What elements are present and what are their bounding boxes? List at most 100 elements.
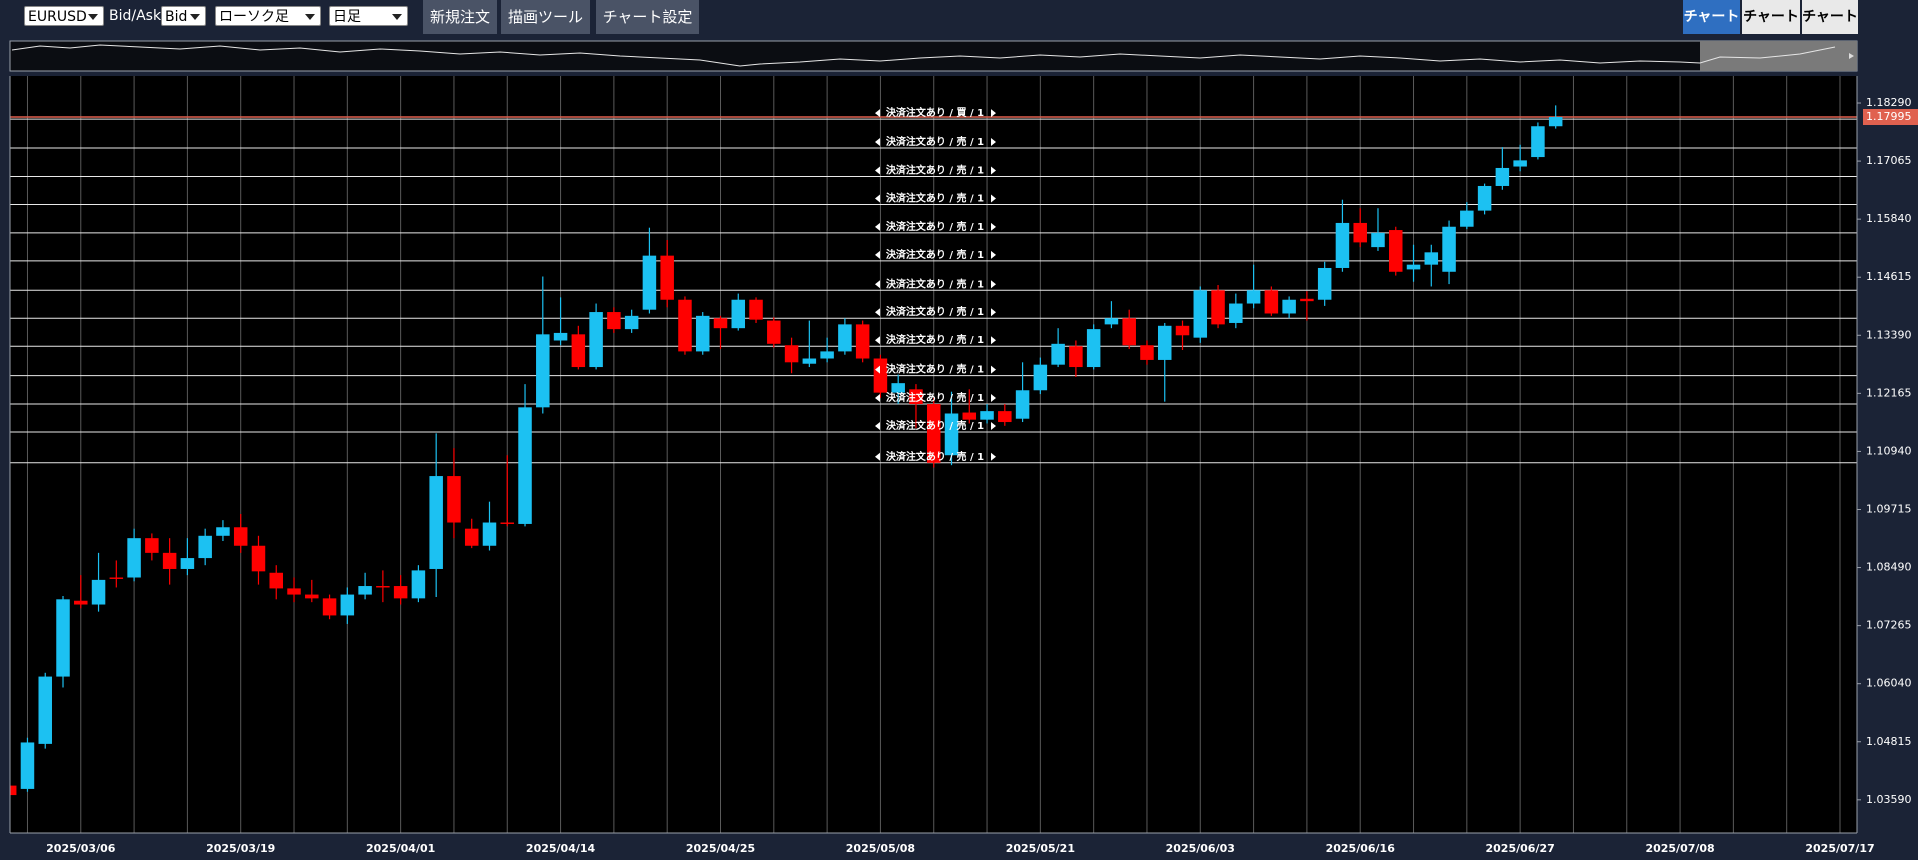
order-arrow-left bbox=[875, 166, 880, 175]
candle-body bbox=[1104, 318, 1119, 325]
candle-body bbox=[358, 586, 372, 595]
candle-body bbox=[607, 312, 621, 330]
x-tick-label: 2025/03/19 bbox=[206, 842, 275, 855]
order-label: 決済注文あり / 売 / 1 bbox=[886, 363, 984, 376]
candle-body bbox=[642, 255, 657, 310]
order-arrow-right bbox=[991, 421, 996, 430]
candle-body bbox=[589, 312, 603, 368]
x-tick-label: 2025/04/14 bbox=[526, 842, 596, 855]
order-label: 決済注文あり / 売 / 1 bbox=[886, 333, 984, 346]
current-price-box bbox=[1863, 109, 1918, 126]
order-label: 決済注文あり / 売 / 1 bbox=[886, 391, 984, 404]
candle-body bbox=[251, 545, 266, 572]
x-tick-label: 2025/04/25 bbox=[686, 842, 755, 855]
candle-body bbox=[127, 538, 141, 578]
chart-settings-button[interactable]: チャート設定 bbox=[596, 0, 699, 34]
x-tick-label: 2025/07/08 bbox=[1645, 842, 1714, 855]
period-select[interactable]: 日足 bbox=[329, 6, 408, 26]
candle-body bbox=[695, 315, 710, 352]
price-type-select[interactable]: Bid bbox=[161, 6, 206, 26]
order-label: 決済注文あり / 売 / 1 bbox=[886, 277, 984, 290]
candle-body bbox=[1531, 126, 1545, 158]
order-arrow-right bbox=[991, 222, 996, 231]
order-arrow-right bbox=[991, 166, 996, 175]
x-tick-label: 2025/04/01 bbox=[366, 842, 435, 855]
navigator[interactable] bbox=[9, 40, 1858, 72]
order-arrow-right bbox=[991, 365, 996, 374]
candle-body bbox=[233, 527, 248, 546]
candle-body bbox=[998, 411, 1012, 423]
order-arrow-right bbox=[991, 138, 996, 147]
drawing-tools-button[interactable]: 描画ツール bbox=[501, 0, 590, 34]
y-tick-label: 1.14615 bbox=[1866, 270, 1912, 283]
order-label: 決済注文あり / 売 / 1 bbox=[886, 419, 984, 432]
candle-body bbox=[269, 572, 283, 589]
x-tick-label: 2025/06/27 bbox=[1486, 842, 1555, 855]
order-label: 決済注文あり / 買 / 1 bbox=[886, 106, 984, 119]
candle-body bbox=[660, 255, 674, 300]
y-tick-label: 1.07265 bbox=[1866, 619, 1912, 632]
y-tick-label: 1.13390 bbox=[1866, 328, 1912, 341]
order-arrow-right bbox=[991, 109, 996, 118]
candle-body bbox=[962, 412, 977, 420]
candle-body bbox=[1051, 343, 1065, 365]
x-tick-label: 2025/03/06 bbox=[46, 842, 116, 855]
order-arrow-left bbox=[875, 138, 880, 147]
y-tick-label: 1.03590 bbox=[1866, 793, 1912, 806]
candle-body bbox=[1548, 117, 1563, 127]
candle-body bbox=[145, 538, 159, 553]
symbol-select[interactable]: EURUSD bbox=[24, 6, 104, 26]
chart-tab[interactable]: チャート2 bbox=[1742, 0, 1800, 59]
candle-body bbox=[855, 324, 870, 359]
candle-body bbox=[74, 600, 88, 605]
order-arrow-right bbox=[991, 336, 996, 345]
candle-body bbox=[678, 299, 692, 352]
candle-body bbox=[180, 558, 195, 569]
candle-body bbox=[1193, 290, 1208, 338]
candle-body bbox=[518, 407, 532, 524]
current-price-label: 1.17995 bbox=[1866, 110, 1912, 123]
candle-body bbox=[162, 552, 177, 569]
candle-body bbox=[820, 351, 834, 359]
candle-body bbox=[447, 476, 461, 523]
order-label: 決済注文あり / 売 / 1 bbox=[886, 135, 984, 148]
candle-body bbox=[926, 404, 941, 463]
order-label: 決済注文あり / 売 / 1 bbox=[886, 305, 984, 318]
chart-type-select[interactable]: ローソク足 bbox=[215, 6, 321, 26]
candle-body bbox=[1015, 390, 1030, 419]
candle-body bbox=[340, 594, 355, 616]
candle-body bbox=[1460, 210, 1474, 227]
candle-body bbox=[1086, 329, 1101, 368]
y-tick-label: 1.10940 bbox=[1866, 444, 1912, 457]
order-arrow-left bbox=[875, 365, 880, 374]
candle-body bbox=[1229, 303, 1243, 323]
candle-body bbox=[553, 332, 568, 341]
candle-body bbox=[1477, 185, 1492, 211]
candle-body bbox=[198, 535, 212, 559]
candle-body bbox=[1371, 232, 1385, 248]
candle-body bbox=[838, 324, 852, 352]
candle-body bbox=[1264, 290, 1279, 314]
candle-body bbox=[38, 676, 52, 744]
candle-body bbox=[429, 476, 443, 569]
candle-body bbox=[767, 320, 781, 344]
candle-body bbox=[1300, 298, 1314, 302]
order-arrow-right bbox=[991, 250, 996, 259]
order-label: 決済注文あり / 売 / 1 bbox=[886, 248, 984, 261]
order-arrow-right bbox=[991, 308, 996, 317]
candle-body bbox=[287, 588, 301, 595]
candle-body bbox=[1389, 230, 1403, 272]
candle-body bbox=[1282, 299, 1296, 314]
candle-body bbox=[500, 522, 515, 524]
new-order-button[interactable]: 新規注文 bbox=[423, 0, 497, 34]
candle-body bbox=[784, 345, 799, 363]
candle-body bbox=[1033, 364, 1048, 391]
order-arrow-left bbox=[875, 250, 880, 259]
y-tick-label: 1.15840 bbox=[1866, 212, 1912, 225]
candle-body bbox=[909, 389, 923, 405]
y-tick-label: 1.12165 bbox=[1866, 386, 1912, 399]
order-label: 決済注文あり / 売 / 1 bbox=[886, 163, 984, 176]
